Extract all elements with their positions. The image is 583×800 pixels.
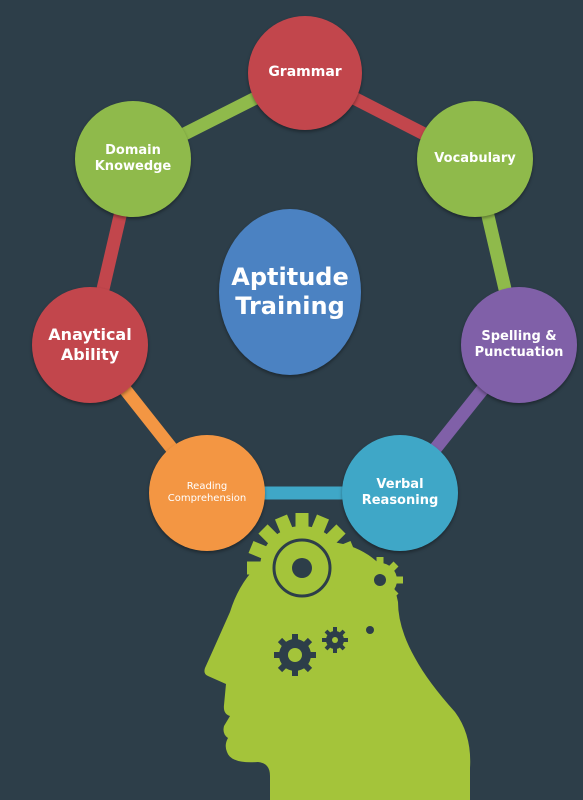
node-vocabulary: Vocabulary [417,101,533,217]
center-node-aptitude-training: Aptitude Training [219,209,361,375]
node-verbal-reasoning: Verbal Reasoning [342,435,458,551]
node-domain-line1: Domain [105,142,161,158]
node-reading-comprehension: Reading Comprehension [149,435,265,551]
node-grammar-label: Grammar [268,64,342,81]
node-reading-line2: Comprehension [167,493,247,504]
node-grammar: Grammar [248,16,362,130]
node-verbal-line2: Reasoning [361,493,439,508]
node-analytical-ability: Anaytical Ability [32,287,148,403]
center-node-line1: Aptitude [231,263,349,292]
node-vocabulary-label: Vocabulary [434,150,516,166]
inner-gear-icon [274,634,316,676]
node-verbal-line1: Verbal [376,476,424,492]
node-analytical-line1: Anaytical [48,325,132,344]
center-node-line2: Training [235,292,345,320]
node-domain-line2: Knowedge [94,159,172,174]
tiny-gear-icon [353,613,387,647]
inner-small-gear-icon [322,627,348,653]
node-spelling-punctuation: Spelling & Punctuation [461,287,577,403]
node-domain-knowledge: Domain Knowedge [75,101,191,217]
small-gear-icon [357,557,403,603]
node-analytical-line2: Ability [60,345,120,364]
large-gear-icon [247,513,357,623]
node-spelling-line2: Punctuation [474,345,564,360]
node-reading-line1: Reading [186,480,228,492]
node-spelling-line1: Spelling & [481,328,557,344]
